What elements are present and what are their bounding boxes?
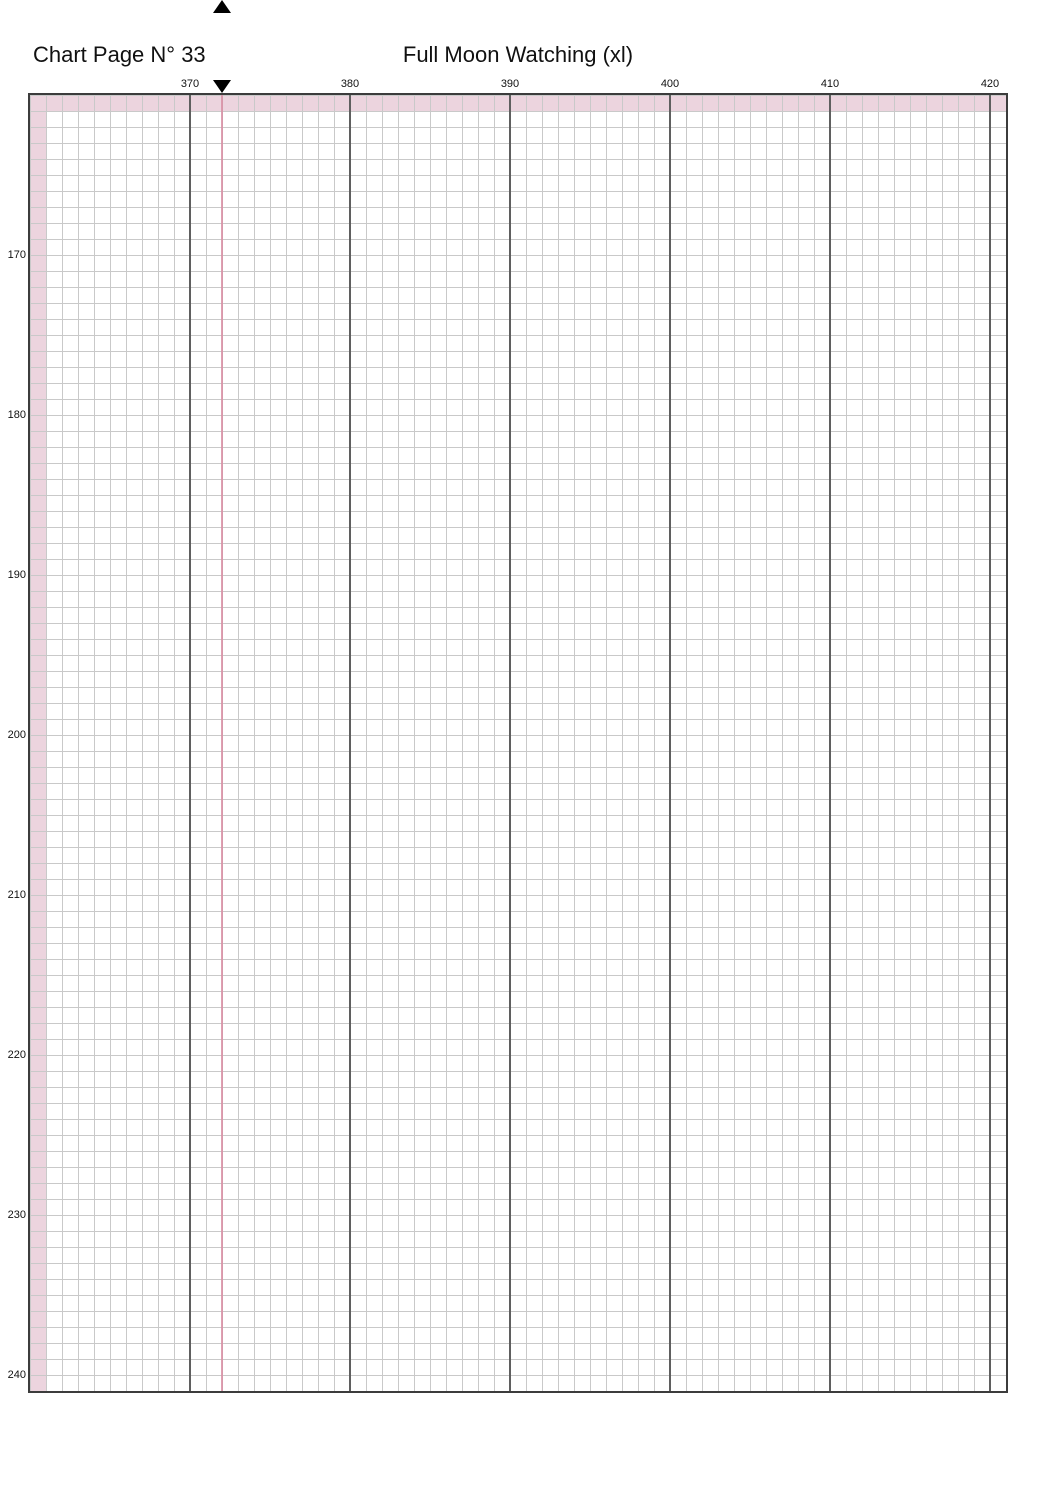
center-marker-line [221, 95, 223, 1391]
col-label: 420 [980, 78, 1000, 90]
row-label: 180 [7, 409, 26, 421]
page-title: Full Moon Watching (xl) [402, 42, 634, 67]
center-marker-top-arrow [213, 80, 231, 93]
row-label: 220 [7, 1049, 26, 1061]
row-label: 210 [7, 889, 26, 901]
center-marker-bottom-arrow [213, 0, 231, 13]
stitch-grid [28, 93, 1008, 1393]
stitch-cells [30, 95, 1006, 1391]
row-label: 200 [7, 729, 26, 741]
col-label: 390 [500, 78, 520, 90]
col-label: 380 [340, 78, 360, 90]
row-label: 240 [7, 1369, 26, 1381]
page-label: Chart Page N° 33 [33, 42, 206, 67]
row-label: 170 [7, 249, 26, 261]
col-label: 410 [820, 78, 840, 90]
col-label: 400 [660, 78, 680, 90]
col-label: 370 [180, 78, 200, 90]
row-label: 190 [7, 569, 26, 581]
row-label: 230 [7, 1209, 26, 1221]
grid-lines [30, 95, 1006, 1391]
